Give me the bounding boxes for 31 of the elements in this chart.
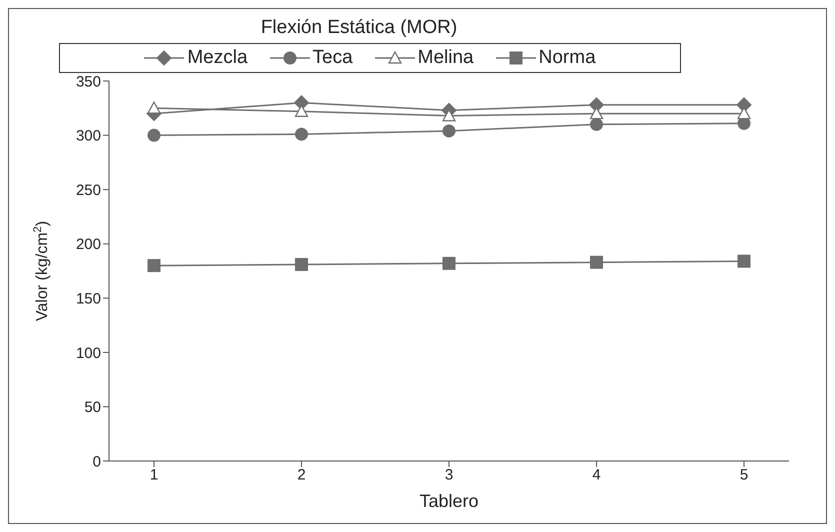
legend-label: Melina [418,47,474,69]
point [294,104,308,117]
point [295,258,308,271]
legend-label: Teca [312,47,353,69]
point [442,109,456,122]
point [442,124,456,138]
y-tick-label: 300 [76,128,101,145]
y-tick-label: 100 [76,344,101,362]
y-tick-label: 150 [76,290,101,308]
y-tick-label: 250 [76,182,101,199]
legend-label: Norma [538,47,596,69]
y-tick-label: 200 [76,236,101,254]
point [295,128,308,141]
legend-label: Mezcla [187,47,248,69]
y-tick-label: 50 [84,399,101,416]
chart-title: Flexión Estática (MOR) [260,17,458,39]
point [148,128,160,142]
x-tick-label: 3 [444,466,454,484]
point [590,256,603,269]
point [148,259,160,272]
point [147,102,161,114]
y-tick-label: 350 [76,73,101,90]
point [442,256,456,270]
x-tick-label: 4 [592,466,601,484]
x-tick-label: 1 [150,466,158,484]
x-axis-title: Tablero [419,491,479,511]
y-tick-label: 0 [92,453,101,470]
x-tick-label: 5 [740,466,748,484]
x-tick-label: 2 [297,466,306,484]
point [590,118,603,131]
point [738,254,750,268]
